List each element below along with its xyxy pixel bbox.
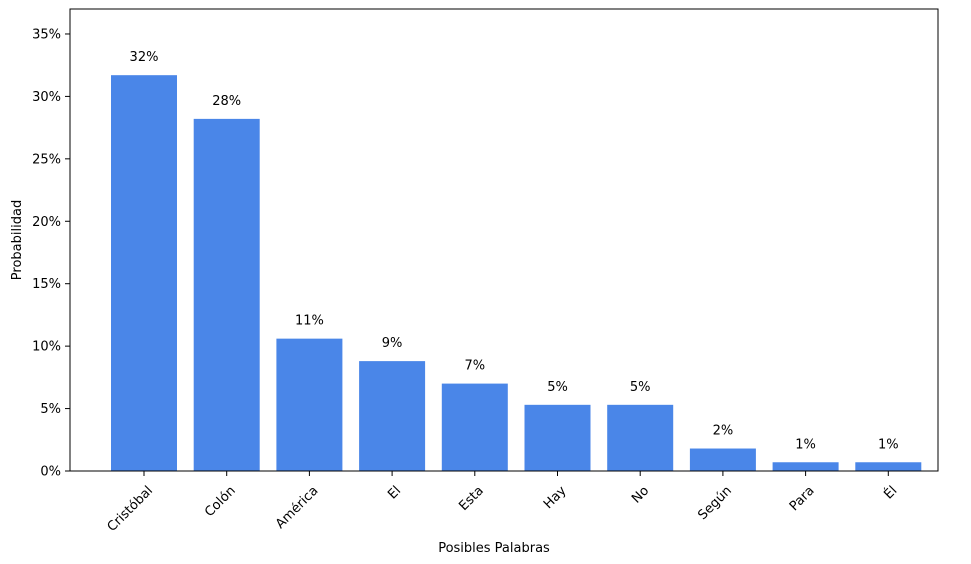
data-label-9: 1% [878,437,899,452]
x-axis: Cristóbal Colón América El Esta Hay No Según Par… [105,471,901,535]
data-label-1: 28% [212,94,241,109]
bar-6 [607,404,674,471]
y-tick-label-1: 5% [40,402,61,417]
bar-8 [772,462,839,471]
data-label-3: 9% [382,336,403,351]
bar-9 [855,462,922,471]
bar-0 [111,75,177,471]
plot-frame [69,8,939,472]
y-tick-label-5: 25% [32,152,61,167]
x-tick-label-3: El [385,483,404,502]
data-label-8: 1% [795,437,816,452]
y-axis-label: Probabilidad [10,200,25,280]
y-tick-label-6: 30% [32,90,61,105]
data-label-4: 7% [464,359,485,374]
bar-7 [689,448,756,471]
bar-1 [193,118,260,472]
x-tick-label-9: Él [881,483,901,503]
y-tick-label-3: 15% [32,277,61,292]
x-tick-label-6: No [629,483,652,506]
x-tick-label-1: Colón [202,483,239,520]
x-tick-label-7: Según [695,483,735,523]
bars-group [111,75,922,472]
x-tick-label-2: América [273,483,322,532]
data-label-6: 5% [630,380,651,395]
y-tick-label-2: 10% [32,340,61,355]
x-tick-label-0: Cristóbal [105,483,156,534]
x-axis-label: Posibles Palabras [438,541,550,556]
data-labels-group: 32% 28% 11% 9% 7% 5% 5% 2% 1% 1% [130,50,899,452]
bar-2 [276,338,343,471]
bar-4 [441,383,508,471]
x-tick-label-8: Para [787,483,818,514]
data-label-0: 32% [130,50,159,65]
data-label-7: 2% [713,424,734,439]
y-tick-label-4: 20% [32,215,61,230]
y-tick-label-0: 0% [40,465,61,480]
data-label-2: 11% [295,314,324,329]
bar-3 [359,361,426,471]
y-tick-label-7: 35% [32,27,61,42]
y-axis: 0% 5% 10% 15% 20% 25% 30% 35% [32,27,70,480]
bar-5 [524,404,591,471]
x-tick-label-4: Esta [456,483,486,513]
x-tick-label-5: Hay [541,483,570,512]
data-label-5: 5% [547,380,568,395]
